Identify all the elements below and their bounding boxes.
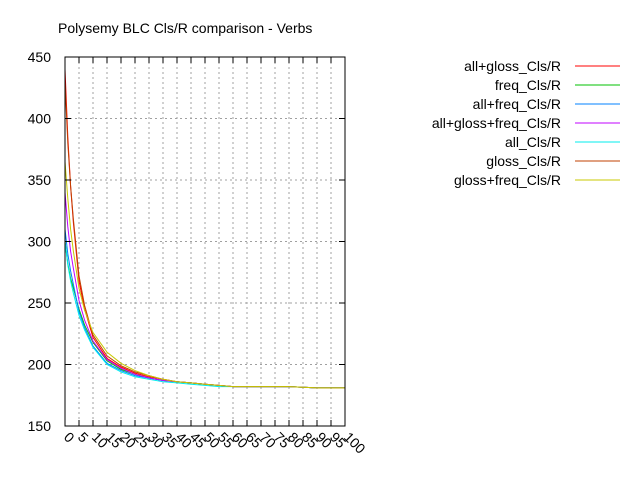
x-tick-label: 0 — [61, 429, 78, 446]
y-tick-label: 200 — [28, 357, 52, 373]
x-tick-label: 100 — [341, 429, 369, 457]
legend-label: all+freq_Cls/R — [473, 96, 561, 112]
y-tick-label: 150 — [28, 418, 52, 434]
legend-label: all_Cls/R — [505, 134, 561, 150]
y-tick-label: 350 — [28, 172, 52, 188]
series-layer — [64, 69, 345, 389]
y-tick-label: 300 — [28, 234, 52, 250]
y-tick-label: 450 — [28, 49, 52, 65]
y-tick-label: 400 — [28, 111, 52, 127]
series-line — [64, 161, 345, 389]
legend-label: all+gloss_Cls/R — [464, 58, 561, 74]
legend-label: gloss+freq_Cls/R — [454, 172, 561, 188]
legend-label: all+gloss+freq_Cls/R — [432, 115, 561, 131]
legend: all+gloss_Cls/R freq_Cls/R all+freq_Cls/Ra… — [432, 58, 620, 188]
legend-label: freq_Cls/R — [495, 77, 561, 93]
grid-lines — [65, 57, 345, 426]
x-tick-label: 5 — [75, 429, 92, 446]
legend-label: gloss_Cls/R — [486, 153, 561, 169]
chart-title: Polysemy BLC Cls/R comparison - Verbs — [58, 20, 312, 36]
y-tick-label: 250 — [28, 295, 52, 311]
